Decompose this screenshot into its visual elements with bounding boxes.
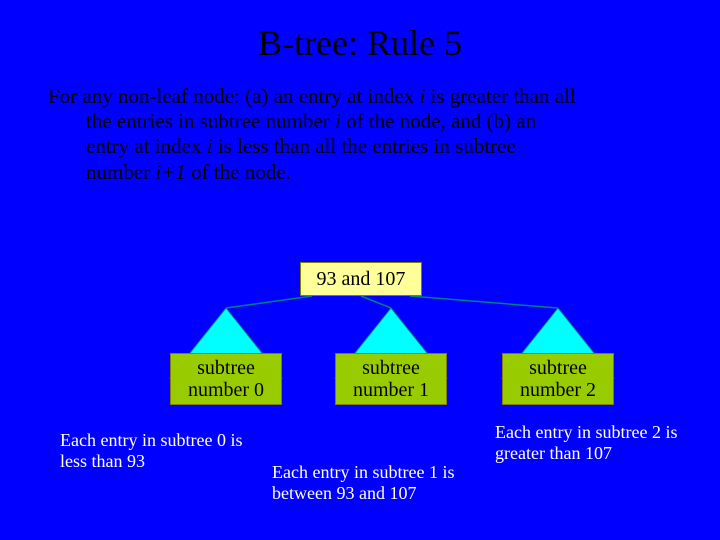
para-p2: is greater than all [425,84,575,108]
note-subtree-2: Each entry in subtree 2 is greater than … [495,422,705,463]
para-line2b: of the node, and (b) an [341,109,536,133]
subtree-1-box: subtreenumber 1 [335,353,447,405]
para-line4b: of the node. [186,160,291,184]
subtree-1-label: subtreenumber 1 [353,357,429,401]
edge-0 [226,296,312,308]
rule-paragraph: For any non-leaf node: (a) an entry at i… [0,64,720,185]
subtree-0-label: subtreenumber 0 [188,357,264,401]
para-lead: For any non-leaf node: (a) an entry at i… [48,84,419,108]
root-node: 93 and 107 [300,262,422,296]
edge-1 [361,296,391,308]
para-line2a: the entries in subtree number [86,109,335,133]
edge-2 [410,296,558,308]
page-title: B-tree: Rule 5 [0,0,720,64]
note-subtree-0: Each entry in subtree 0 is less than 93 [60,430,270,471]
para-line3a: entry at index [86,134,207,158]
subtree-2-box: subtreenumber 2 [502,353,614,405]
subtree-2-label: subtreenumber 2 [520,357,596,401]
para-line4a: number [86,160,155,184]
para-line3b: is less than all the entries in subtree [213,134,516,158]
para-i4: i+1 [155,160,186,184]
note-subtree-1: Each entry in subtree 1 is between 93 an… [272,462,482,503]
subtree-0-box: subtreenumber 0 [170,353,282,405]
